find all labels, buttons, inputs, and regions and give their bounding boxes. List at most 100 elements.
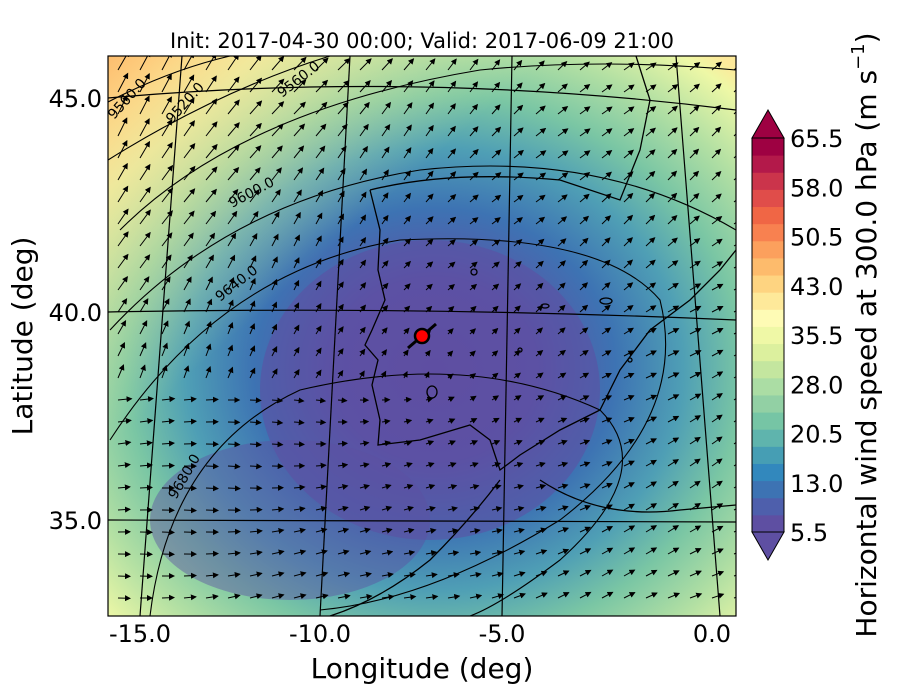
wind-arrow xyxy=(425,193,434,203)
wind-arrow xyxy=(513,327,521,335)
wind-arrow xyxy=(601,106,613,115)
wind-arrow xyxy=(535,172,547,181)
wind-arrow xyxy=(161,320,169,335)
wind-arrow xyxy=(623,192,634,203)
colorbar-extend-max xyxy=(751,108,785,139)
wind-arrow xyxy=(579,350,589,357)
wind-arrow xyxy=(293,234,300,247)
wind-arrow xyxy=(645,481,657,489)
wind-arrow xyxy=(117,364,125,379)
wind-arrow xyxy=(667,84,679,93)
wind-arrow xyxy=(579,417,590,424)
wind-arrow xyxy=(667,215,678,225)
wind-arrow xyxy=(601,237,611,247)
wind-arrow xyxy=(601,171,612,181)
wind-arrow xyxy=(513,350,521,357)
wind-arrow xyxy=(513,149,524,159)
wind-arrow xyxy=(579,483,591,489)
wind-arrow xyxy=(293,506,306,513)
wind-arrow xyxy=(425,528,437,534)
wind-arrow xyxy=(205,485,219,492)
wind-arrow xyxy=(579,237,589,247)
wind-arrow xyxy=(161,440,175,447)
wind-arrow xyxy=(447,171,457,181)
wind-arrow xyxy=(667,480,679,489)
colorbar-tick-label: 43.0 xyxy=(790,273,843,301)
wind-arrow xyxy=(271,256,278,269)
wind-arrow xyxy=(535,505,547,512)
wind-arrow xyxy=(645,459,657,467)
wind-arrow xyxy=(227,99,240,115)
y-tick-label: 45.0 xyxy=(49,85,102,113)
colorbar-swatch xyxy=(752,394,784,413)
wind-arrow xyxy=(601,62,613,71)
wind-arrow xyxy=(139,95,150,115)
wind-arrow xyxy=(139,56,151,71)
x-tick-label: -5.0 xyxy=(479,620,526,648)
colorbar-tick-label: 35.5 xyxy=(790,322,843,350)
wind-arrow xyxy=(227,441,241,448)
wind-arrow xyxy=(293,279,300,291)
wind-arrow xyxy=(161,187,174,203)
wind-arrow xyxy=(667,525,680,533)
wind-arrow xyxy=(359,462,370,469)
wind-arrow xyxy=(645,547,658,555)
wind-arrow xyxy=(227,144,240,159)
x-axis: -15.0 -10.0 -5.0 0.0 Longitude (deg) xyxy=(109,620,731,685)
wind-arrow xyxy=(513,217,523,225)
wind-arrow xyxy=(557,527,570,533)
colorbar-swatch xyxy=(752,189,784,208)
wind-arrow xyxy=(513,104,524,115)
wind-arrow xyxy=(645,127,656,137)
wind-arrow xyxy=(359,123,369,137)
wind-arrow xyxy=(227,56,240,71)
colorbar-swatch xyxy=(752,292,784,310)
wind-arrow xyxy=(271,145,283,159)
wind-arrow xyxy=(689,393,702,401)
wind-arrow xyxy=(381,571,394,578)
wind-arrow xyxy=(205,365,212,379)
wind-arrow xyxy=(271,101,285,115)
wind-arrow xyxy=(315,57,329,71)
wind-arrow xyxy=(161,210,173,225)
wind-arrow xyxy=(557,439,568,446)
wind-arrow xyxy=(513,483,524,490)
wind-arrow xyxy=(183,254,193,269)
wind-arrow xyxy=(623,395,635,401)
wind-arrow xyxy=(623,482,635,489)
wind-arrow xyxy=(535,483,547,490)
wind-arrow xyxy=(205,188,217,203)
wind-arrow xyxy=(711,306,724,313)
colorbar-swatch xyxy=(752,206,784,225)
wind-arrow xyxy=(535,527,547,534)
wind-arrow xyxy=(579,128,591,137)
wind-arrow xyxy=(557,83,568,93)
wind-arrow xyxy=(293,593,307,600)
wind-arrow xyxy=(557,395,567,401)
wind-arrow xyxy=(601,282,611,291)
wind-arrow xyxy=(161,342,168,357)
wind-arrow xyxy=(403,147,412,159)
wind-arrow xyxy=(535,417,545,424)
wind-arrow xyxy=(381,327,388,335)
wind-arrow xyxy=(359,348,366,357)
wind-arrow xyxy=(689,260,701,269)
wind-arrow xyxy=(425,506,436,512)
wind-arrow xyxy=(249,122,262,137)
wind-arrow xyxy=(579,395,590,401)
colorbar-swatch xyxy=(752,412,784,430)
wind-arrow xyxy=(425,80,435,93)
wind-arrow xyxy=(491,81,501,93)
wind-arrow xyxy=(161,396,176,403)
wind-arrow xyxy=(183,365,190,379)
wind-arrow xyxy=(557,304,566,313)
wind-arrow xyxy=(491,417,500,424)
wind-arrow xyxy=(227,485,241,492)
wind-arrow xyxy=(337,462,349,469)
wind-arrow xyxy=(205,143,218,159)
wind-arrow xyxy=(667,437,680,445)
wind-arrow xyxy=(403,58,415,71)
wind-arrow xyxy=(315,369,322,379)
wind-arrow xyxy=(139,298,149,313)
wind-arrow xyxy=(667,570,680,577)
